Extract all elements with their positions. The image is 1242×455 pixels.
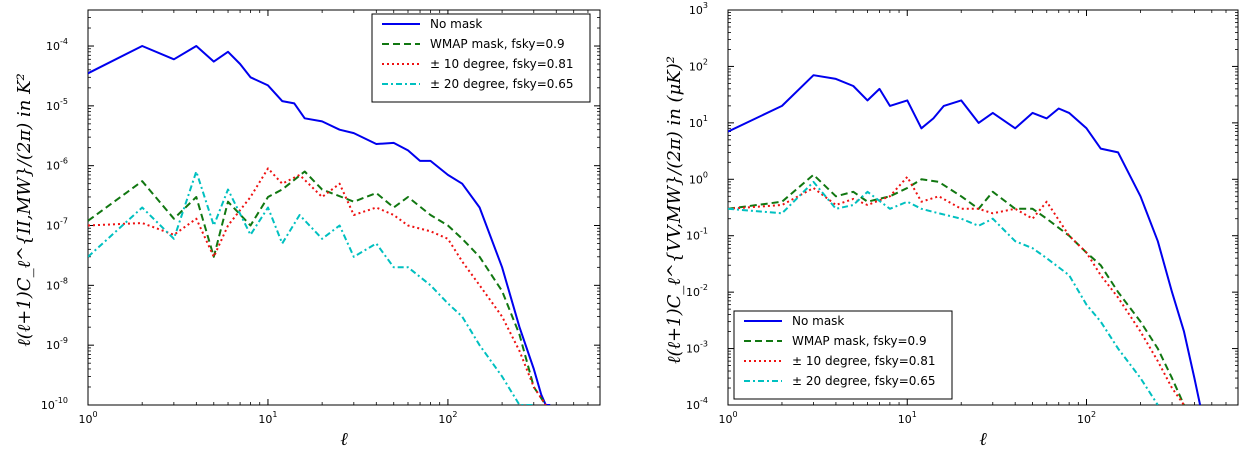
series-layer-left (88, 45, 551, 405)
legend-entry: ± 20 degree, fsky=0.65 (430, 77, 574, 91)
series-line-1 (728, 74, 1202, 405)
x-tick-label: 100 (78, 410, 97, 426)
x-axis-label-left: ℓ (340, 429, 348, 450)
series-layer-right (728, 74, 1202, 405)
x-tick-label: 102 (438, 410, 457, 426)
x-tick-label: 102 (1077, 410, 1096, 426)
y-tick-label: 10-1 (686, 227, 708, 243)
legend-box (371, 13, 591, 103)
gridless-ticks-left: 100 101 102 10-10 10-9 10-8 10-7 10-6 10-5 10-4 (41, 9, 601, 426)
y-tick-label: 102 (689, 57, 708, 73)
y-tick-label: 10-3 (686, 340, 708, 356)
y-tick-label: 10-2 (686, 283, 708, 299)
series-line-4 (728, 180, 1159, 405)
x-tick-label: 101 (258, 410, 277, 426)
legend-entry: ± 10 degree, fsky=0.81 (430, 57, 574, 71)
legend-entry: WMAP mask, fsky=0.9 (792, 334, 927, 348)
series-line-1 (88, 45, 551, 405)
chart-left: 100 101 102 10-10 10-9 10-8 10-7 10-6 10-5 10-4 N… (14, 9, 601, 450)
chart-right: 100 101 102 10-4 10-3 10-2 10-1 100 101 102 103 No… (664, 1, 1239, 450)
y-tick-label: 10-4 (46, 37, 68, 53)
legend-entry: ± 20 degree, fsky=0.65 (792, 374, 936, 388)
x-tick-label: 100 (718, 410, 737, 426)
y-tick-label: 10-6 (46, 157, 68, 173)
legend-box (733, 310, 953, 400)
y-tick-label: 10-8 (46, 276, 68, 292)
legend-entry: No mask (430, 17, 482, 31)
legend-entry: No mask (792, 314, 844, 328)
y-tick-label: 10-5 (46, 97, 68, 113)
y-tick-label: 100 (689, 170, 708, 186)
series-line-4 (88, 170, 534, 405)
legend-left: No mask WMAP mask, fsky=0.9 ± 10 degree, f… (371, 13, 591, 103)
y-tick-label: 101 (689, 114, 708, 130)
y-tick-label: 103 (689, 1, 708, 17)
y-tick-label: 10-10 (41, 396, 68, 412)
series-line-2 (88, 170, 547, 405)
x-axis-label-right: ℓ (979, 429, 987, 450)
y-tick-label: 10-4 (686, 396, 708, 412)
legend-entry: ± 10 degree, fsky=0.81 (792, 354, 936, 368)
series-line-3 (88, 167, 547, 405)
gridless-ticks-right: 100 101 102 10-4 10-3 10-2 10-1 100 101 102 103 (686, 1, 1239, 426)
y-tick-label: 10-7 (46, 217, 68, 233)
legend-right: No mask WMAP mask, fsky=0.9 ± 10 degree, f… (733, 310, 953, 400)
legend-entry: WMAP mask, fsky=0.9 (430, 37, 565, 51)
y-axis-label-right: ℓ(ℓ+1)C_ℓ^{VV,MW}/(2π) in (μK)² (664, 56, 685, 364)
x-tick-label: 101 (898, 410, 917, 426)
y-axis-label-left: ℓ(ℓ+1)C_ℓ^{II,MW}/(2π) in K² (14, 73, 35, 347)
y-tick-label: 10-9 (46, 336, 68, 352)
series-line-2 (728, 173, 1185, 405)
